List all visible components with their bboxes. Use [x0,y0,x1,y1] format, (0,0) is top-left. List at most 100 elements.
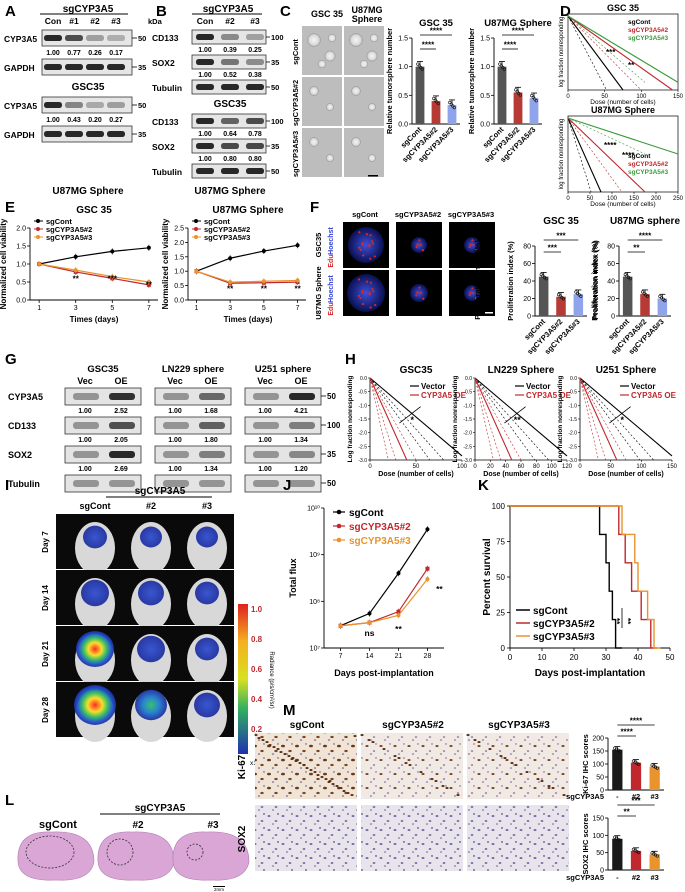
blot-band [86,131,104,137]
ki67-nucleus [313,771,317,773]
y-tick-label: -2.5 [463,444,472,450]
blot-band [86,35,104,41]
legend-entry: Vector [631,382,655,391]
y-tick-label: 1.5 [174,254,184,261]
y-tick-label: -3.0 [463,458,472,464]
bar [640,294,650,316]
bar [431,101,441,124]
x-tick-label: 0 [566,94,570,100]
y-tick-label: -1.5 [463,417,472,423]
y-axis-label: Total flux [288,558,298,597]
blot-band [196,143,214,149]
data-point [367,611,372,616]
y-tick-label: 0 [527,314,531,321]
confidence-line [567,117,592,193]
significance-bracket [504,406,526,424]
data-point [618,749,622,753]
quant-value: 1.00 [198,156,212,163]
edu-dot [415,246,418,249]
bar [497,66,507,124]
edu-dot [361,242,364,245]
x-tick-label: 0 [566,196,570,202]
y-tick-label: -2.5 [568,444,577,450]
stained-sphere [410,284,428,302]
ki67-nucleus [276,748,280,750]
chart-title: U251 Sphere [596,365,657,376]
x-tick-label: 120 [562,464,573,470]
lane-label: Con [197,16,214,26]
blot-band [109,480,135,487]
panel-label: B [156,3,167,20]
bar [630,762,642,790]
legend-entry: sgCont [628,153,651,160]
protein-label: CD133 [152,117,179,127]
series-line [39,247,149,265]
blot-band [65,131,83,137]
blot-band [253,451,279,458]
ki67-nucleus [510,762,514,764]
bar [649,766,660,790]
protein-label: Tubulin [8,479,40,489]
oe-line [474,377,513,461]
significance-label: * [621,415,625,425]
blot-band [289,480,315,487]
x-tick-label: 20 [570,653,579,662]
legend-entry: sgCont [628,19,651,26]
blot-band [221,84,239,90]
day-label: Day 7 [41,531,50,553]
tumorsphere [368,154,376,162]
y-tick-label: 0.0 [174,298,184,305]
y-axis-label: SOX2 IHC scores [581,813,590,874]
ki67-nucleus [393,755,397,757]
blot-panel [244,387,322,406]
series-line [340,578,428,627]
data-point [655,766,659,770]
oe-line [579,377,599,461]
day-label: Day 28 [41,697,50,723]
y-tick-label: -0.5 [463,390,472,396]
blot-band [109,393,135,400]
brain-section [172,831,250,881]
blot-panel [244,416,322,435]
blot-panel [64,387,142,406]
panel-label: L [5,792,14,809]
x-tick-label: 50 [607,464,614,470]
stain-label: Hoechst [328,275,335,303]
chart-title: U87MG sphere [610,216,680,227]
colorbar-tick: 1.0 [251,605,263,614]
quant-value: 1.00 [46,117,60,124]
quant-value: 2.69 [114,466,128,473]
blot-band [163,451,189,458]
data-point [628,277,632,281]
ki67-nucleus [279,751,283,753]
ki67-nucleus [466,734,470,736]
tumorsphere [324,50,336,62]
protein-label: CYP3A5 [4,101,37,111]
x-tick-label: 0 [368,464,372,470]
edu-dot [368,293,371,296]
oe-line [579,377,627,461]
data-point [146,245,151,250]
chart-title: LN229 Sphere [488,365,555,376]
vector-line [579,377,641,461]
ki67-nucleus [302,764,306,766]
protein-label: SOX2 [152,58,175,68]
ki67-nucleus [499,755,503,757]
data-point [448,100,452,105]
chart-title: GSC35 [400,365,433,376]
brain-section [97,831,175,881]
group-axis-label: sgCYP3A5 [566,873,604,882]
y-axis-label: log fraction nonresponding [559,17,565,88]
y-tick-label: -0.5 [358,390,367,396]
legend-entry: sgCYP3A5#2 [533,619,595,630]
panel-label: J [283,477,291,494]
scale-bar [213,886,225,887]
x-tick-label: 200 [651,196,662,202]
legend-entry: sgCYP3A5#2 [46,225,92,234]
blot-band [109,422,135,429]
tumorsphere [326,103,334,111]
blot-band [246,34,264,40]
cell-line-title: GSC35 [87,364,119,375]
marker-label: 50 [271,167,279,176]
blot-band [44,35,62,41]
